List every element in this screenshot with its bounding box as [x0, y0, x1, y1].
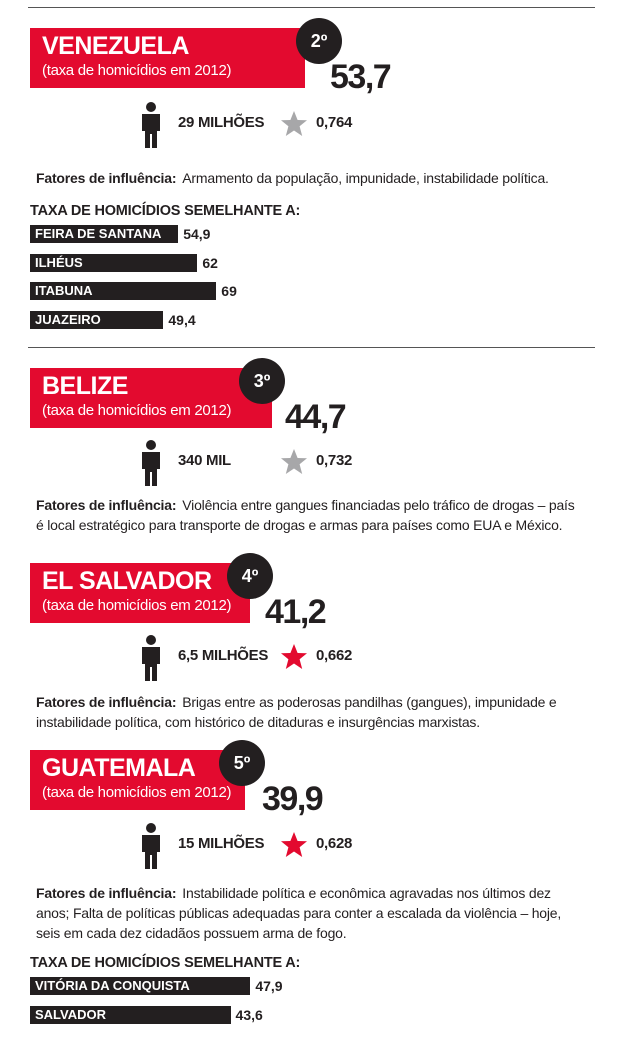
idh: 0,628 [316, 835, 353, 852]
city-name: JUAZEIRO [35, 312, 101, 328]
country-box: VENEZUELA (taxa de homicídios em 2012) [30, 28, 305, 88]
city-name: ITABUNA [35, 283, 93, 299]
country-name: BELIZE [42, 372, 128, 400]
star-icon [281, 449, 307, 474]
homicide-rate: 39,9 [262, 780, 324, 818]
population: 6,5 MILHÕES [178, 647, 269, 664]
city-name: ILHÉUS [35, 254, 83, 270]
factors-label: Fatores de influência: [36, 885, 177, 901]
idh: 0,662 [316, 647, 353, 664]
influence-factors: Fatores de influência: Instabilidade polí… [36, 883, 581, 943]
homicide-rate: 41,2 [265, 593, 327, 631]
country-box: BELIZE (taxa de homicídios em 2012) [30, 368, 272, 428]
person-icon [142, 635, 160, 681]
rank-badge: 5º [219, 740, 265, 786]
similar-title: TAXA DE HOMICÍDIOS SEMELHANTE A: [30, 955, 301, 971]
bar [30, 282, 217, 301]
country-name: GUATEMALA [42, 754, 196, 782]
person-icon [142, 102, 160, 148]
country-name: EL SALVADOR [42, 567, 212, 595]
rank-badge: 3º [239, 358, 285, 404]
country-box: GUATEMALA (taxa de homicídios em 2012) [30, 750, 245, 810]
influence-factors: Fatores de influência: Brigas entre as po… [36, 692, 581, 732]
country-box: EL SALVADOR (taxa de homicídios em 2012) [30, 563, 250, 623]
star-icon [281, 644, 307, 669]
person-icon [142, 440, 160, 486]
factors-label: Fatores de influência: [36, 694, 177, 710]
bar-value: 49,4 [168, 312, 196, 329]
divider [28, 347, 595, 348]
bar [30, 253, 198, 272]
factors-label: Fatores de influência: [36, 497, 177, 513]
bar [30, 1005, 231, 1024]
factors-text: Instabilidade política e econômica agrav… [36, 885, 562, 941]
factors-text: Violência entre gangues financiadas pelo… [36, 497, 575, 533]
star-icon [281, 832, 307, 857]
bar [30, 311, 164, 330]
bar [30, 977, 251, 995]
star-icon [281, 111, 307, 136]
country-name: VENEZUELA [42, 32, 189, 60]
population: 29 MILHÕES [178, 114, 265, 131]
person-icon [142, 823, 160, 869]
bar-value: 47,9 [255, 978, 283, 994]
city-name: VITÓRIA DA CONQUISTA [35, 978, 190, 993]
idh: 0,732 [316, 452, 353, 469]
influence-factors: Fatores de influência: Armamento da popul… [36, 168, 581, 188]
factors-label: Fatores de influência: [36, 170, 177, 186]
homicide-rate: 44,7 [285, 398, 347, 436]
bar-value: 54,9 [183, 226, 211, 242]
factors-text: Armamento da população, impunidade, inst… [182, 170, 549, 186]
country-subtitle: (taxa de homicídios em 2012) [42, 597, 232, 614]
country-subtitle: (taxa de homicídios em 2012) [42, 62, 232, 79]
homicide-rate: 53,7 [330, 58, 392, 96]
country-subtitle: (taxa de homicídios em 2012) [42, 784, 232, 801]
similar-title: TAXA DE HOMICÍDIOS SEMELHANTE A: [30, 203, 301, 219]
bar [30, 225, 179, 243]
influence-factors: Fatores de influência: Violência entre ga… [36, 495, 581, 535]
bar-value: 43,6 [235, 1006, 263, 1023]
idh: 0,764 [316, 114, 353, 131]
population: 340 MIL [178, 452, 231, 469]
rank-badge: 2º [296, 18, 342, 64]
bar-value: 69 [221, 283, 237, 300]
city-name: FEIRA DE SANTANA [35, 226, 162, 241]
bar-value: 62 [202, 254, 218, 271]
country-subtitle: (taxa de homicídios em 2012) [42, 402, 232, 419]
city-name: SALVADOR [35, 1006, 107, 1022]
population: 15 MILHÕES [178, 835, 265, 852]
divider [28, 7, 595, 8]
rank-badge: 4º [227, 553, 273, 599]
factors-text: Brigas entre as poderosas pandilhas (gan… [36, 694, 557, 730]
